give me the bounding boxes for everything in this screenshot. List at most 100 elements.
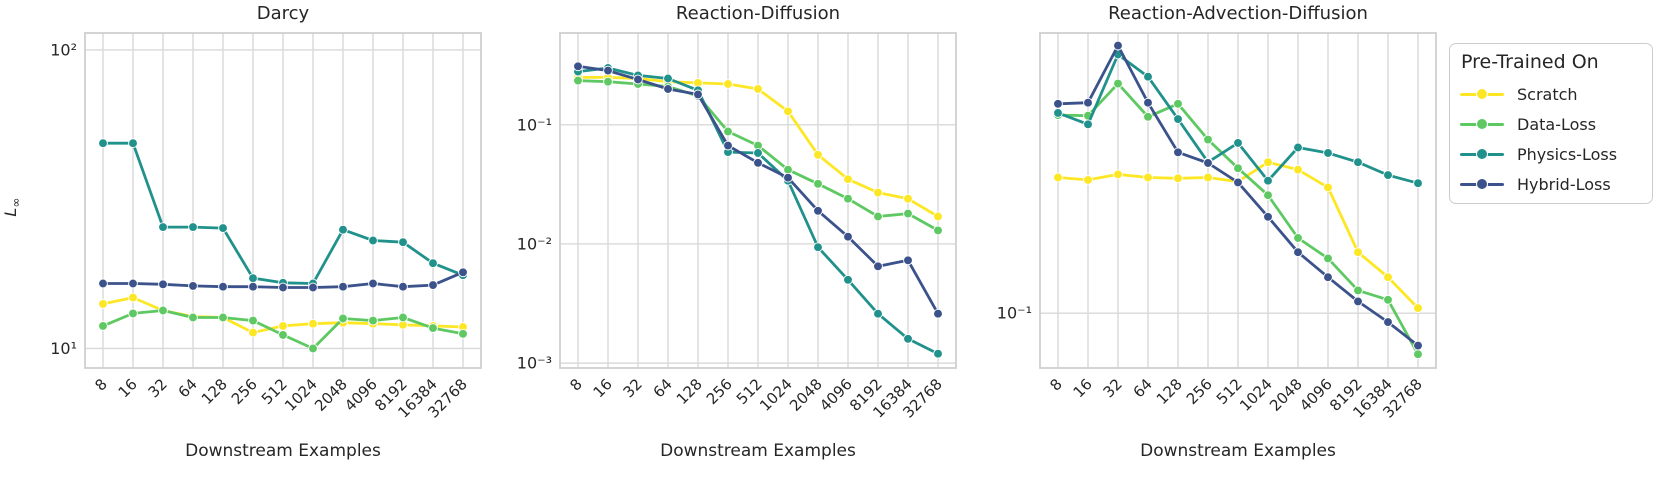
data-point-hybrid-loss [933,308,943,319]
x-tick-label: 1024 [281,375,321,415]
data-point-hybrid-loss [843,231,853,242]
legend-entry-data-loss: Data-Loss [1459,109,1642,139]
panel-title-reaction-diffusion: Reaction-Diffusion [675,3,841,24]
data-point-physics-loss [1263,175,1273,186]
y-tick-label: 10⁻³ [517,354,552,373]
panel-title-reaction-advection-diffusion: Reaction-Advection-Diffusion [1108,3,1368,24]
data-point-physics-loss [813,242,823,253]
y-tick-label: 10⁻¹ [517,115,552,134]
data-point-hybrid-loss [753,157,763,168]
data-point-hybrid-loss [783,172,793,183]
legend-title: Pre-Trained On [1461,51,1599,73]
data-point-physics-loss [663,73,673,84]
data-point-scratch [1173,173,1183,184]
legend-entry-hybrid-loss: Hybrid-Loss [1459,169,1642,199]
data-point-data-loss [1233,163,1243,174]
legend-swatch-marker [1476,118,1488,130]
data-point-physics-loss [368,235,378,246]
data-point-data-loss [368,315,378,326]
x-tick-label: 256 [228,375,261,408]
data-point-physics-loss [1413,178,1423,189]
data-point-physics-loss [753,148,763,158]
x-tick-label: 128 [198,375,231,408]
data-point-physics-loss [428,258,438,269]
data-point-data-loss [248,315,258,326]
data-point-physics-loss [1383,170,1393,180]
data-point-data-loss [1323,253,1333,264]
data-point-scratch [1113,169,1123,180]
x-tick-label: 32 [1100,375,1126,401]
data-point-data-loss [1113,78,1123,89]
data-point-data-loss [188,312,198,323]
data-point-scratch [248,327,258,338]
data-point-hybrid-loss [308,282,318,293]
x-tick-label: 32 [620,375,646,401]
data-point-data-loss [933,225,943,236]
data-point-scratch [1413,303,1423,313]
data-point-physics-loss [1293,142,1303,153]
legend-swatch-marker [1476,148,1488,160]
x-tick-label: 1024 [1236,375,1276,415]
legend-entries: Scratch Data-Loss Physics-Loss Hybrid-Loss [1459,79,1642,199]
data-point-scratch [723,79,733,89]
y-tick-label: 10² [50,40,77,59]
x-tick-label: 8 [1046,375,1065,394]
data-point-data-loss [723,126,733,137]
data-point-hybrid-loss [218,281,228,292]
data-point-scratch [933,211,943,222]
data-point-hybrid-loss [398,281,408,292]
data-point-scratch [1293,164,1303,175]
data-point-physics-loss [398,237,408,248]
data-point-scratch [753,84,763,94]
legend-swatch-marker [1476,178,1488,190]
data-point-data-loss [308,343,318,354]
data-point-scratch [1323,182,1333,193]
data-point-scratch [843,174,853,185]
data-point-hybrid-loss [1143,97,1153,108]
data-point-physics-loss [1143,71,1153,82]
data-point-data-loss [428,323,438,333]
data-point-hybrid-loss [573,61,583,72]
x-tick-label: 4096 [1296,375,1336,415]
data-point-hybrid-loss [98,278,108,289]
x-tick-label: 256 [703,375,736,408]
data-point-data-loss [1413,349,1423,360]
data-point-hybrid-loss [278,282,288,293]
x-tick-label: 64 [650,375,676,401]
data-point-hybrid-loss [693,89,703,100]
legend-label-hybrid-loss: Hybrid-Loss [1517,174,1611,194]
x-axis-label-reaction-advection-diffusion: Downstream Examples [1140,441,1336,461]
data-point-hybrid-loss [368,278,378,289]
data-point-scratch [873,187,883,198]
x-tick-label: 32 [145,375,171,401]
data-point-hybrid-loss [1413,340,1423,351]
data-point-physics-loss [338,224,348,235]
data-point-physics-loss [1173,114,1183,124]
data-point-scratch [98,299,108,309]
data-point-hybrid-loss [248,281,258,292]
data-point-data-loss [218,312,228,323]
data-point-scratch [308,318,318,329]
data-point-physics-loss [1083,119,1093,130]
data-point-data-loss [813,178,823,189]
legend-box: Pre-Trained On Scratch Data-Loss Physics-L… [1449,43,1653,204]
legend-swatch-physics-loss [1459,148,1505,160]
data-point-physics-loss [248,273,258,284]
data-point-physics-loss [128,138,138,149]
data-point-scratch [1203,172,1213,183]
x-tick-label: 4096 [816,375,856,415]
panel-spines [559,32,957,369]
data-point-physics-loss [218,223,228,233]
legend-label-scratch: Scratch [1517,84,1578,104]
data-point-data-loss [603,76,613,87]
x-tick-label: 4096 [341,375,381,415]
data-point-hybrid-loss [1293,247,1303,258]
x-tick-label: 16 [115,375,141,401]
x-tick-label: 128 [673,375,706,408]
data-point-scratch [278,321,288,331]
data-point-data-loss [903,208,913,219]
legend-swatch-scratch [1459,88,1505,100]
x-axis-label-darcy: Downstream Examples [185,441,381,461]
legend-swatch-hybrid-loss [1459,178,1505,190]
